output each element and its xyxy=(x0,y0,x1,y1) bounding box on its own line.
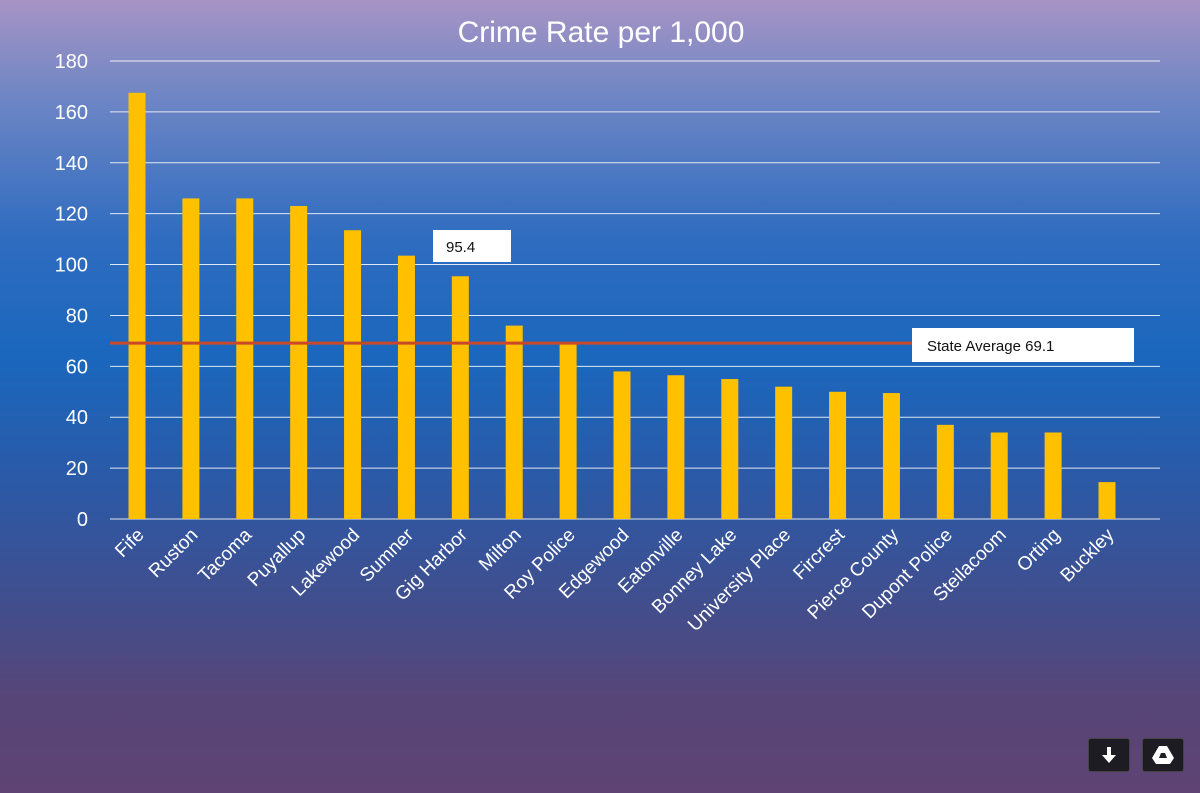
state-average-label: State Average 69.1 xyxy=(927,338,1054,355)
bars xyxy=(128,92,1116,520)
download-button[interactable] xyxy=(1088,738,1130,772)
bar xyxy=(775,386,793,519)
y-tick-label: 0 xyxy=(77,509,88,531)
y-tick-label: 40 xyxy=(66,407,88,429)
data-label: 95.4 xyxy=(446,239,475,256)
reference-line-group: State Average 69.1 xyxy=(110,328,1134,362)
bar xyxy=(721,379,739,519)
x-tick-label: University Place xyxy=(684,525,795,636)
x-tick-label: Milton xyxy=(475,525,526,576)
bar xyxy=(990,432,1008,519)
y-tick-label: 20 xyxy=(66,458,88,480)
bar xyxy=(559,343,577,519)
y-tick-label: 120 xyxy=(55,204,88,226)
data-label-box xyxy=(433,230,511,262)
bar xyxy=(613,371,631,519)
y-tick-label: 60 xyxy=(66,356,88,378)
x-tick-label: Orting xyxy=(1013,525,1064,576)
y-tick-label: 140 xyxy=(55,153,88,175)
x-tick-label: Buckley xyxy=(1057,524,1119,586)
google-drive-icon xyxy=(1152,746,1174,764)
bar xyxy=(936,424,954,519)
x-tick-label: Ruston xyxy=(145,525,202,582)
y-axis-ticks: 0 20 40 60 80 100 120 140 160 180 xyxy=(55,51,88,531)
bar xyxy=(451,276,469,519)
bar xyxy=(397,255,415,519)
y-tick-label: 160 xyxy=(55,102,88,124)
y-tick-label: 100 xyxy=(55,255,88,277)
google-drive-button[interactable] xyxy=(1142,738,1184,772)
bar xyxy=(1098,482,1116,519)
bar xyxy=(1044,432,1062,519)
bar xyxy=(236,198,254,519)
bar xyxy=(829,391,847,519)
bar xyxy=(667,375,685,519)
gridlines xyxy=(110,60,1160,520)
bar xyxy=(290,206,308,520)
bar xyxy=(182,198,200,519)
x-axis-ticks: FifeRustonTacomaPuyallupLakewoodSumnerGi… xyxy=(111,524,1119,636)
chart-title: Crime Rate per 1,000 xyxy=(458,16,745,49)
download-arrow-icon xyxy=(1102,747,1116,763)
x-tick-label: Fife xyxy=(111,525,148,562)
bar xyxy=(882,393,900,519)
bar xyxy=(344,230,362,519)
y-tick-label: 80 xyxy=(66,305,88,327)
bar xyxy=(128,92,146,520)
annotations: 95.4 xyxy=(433,230,511,262)
state-average-label-box xyxy=(912,328,1134,362)
y-tick-label: 180 xyxy=(55,51,88,73)
bar xyxy=(505,325,523,519)
